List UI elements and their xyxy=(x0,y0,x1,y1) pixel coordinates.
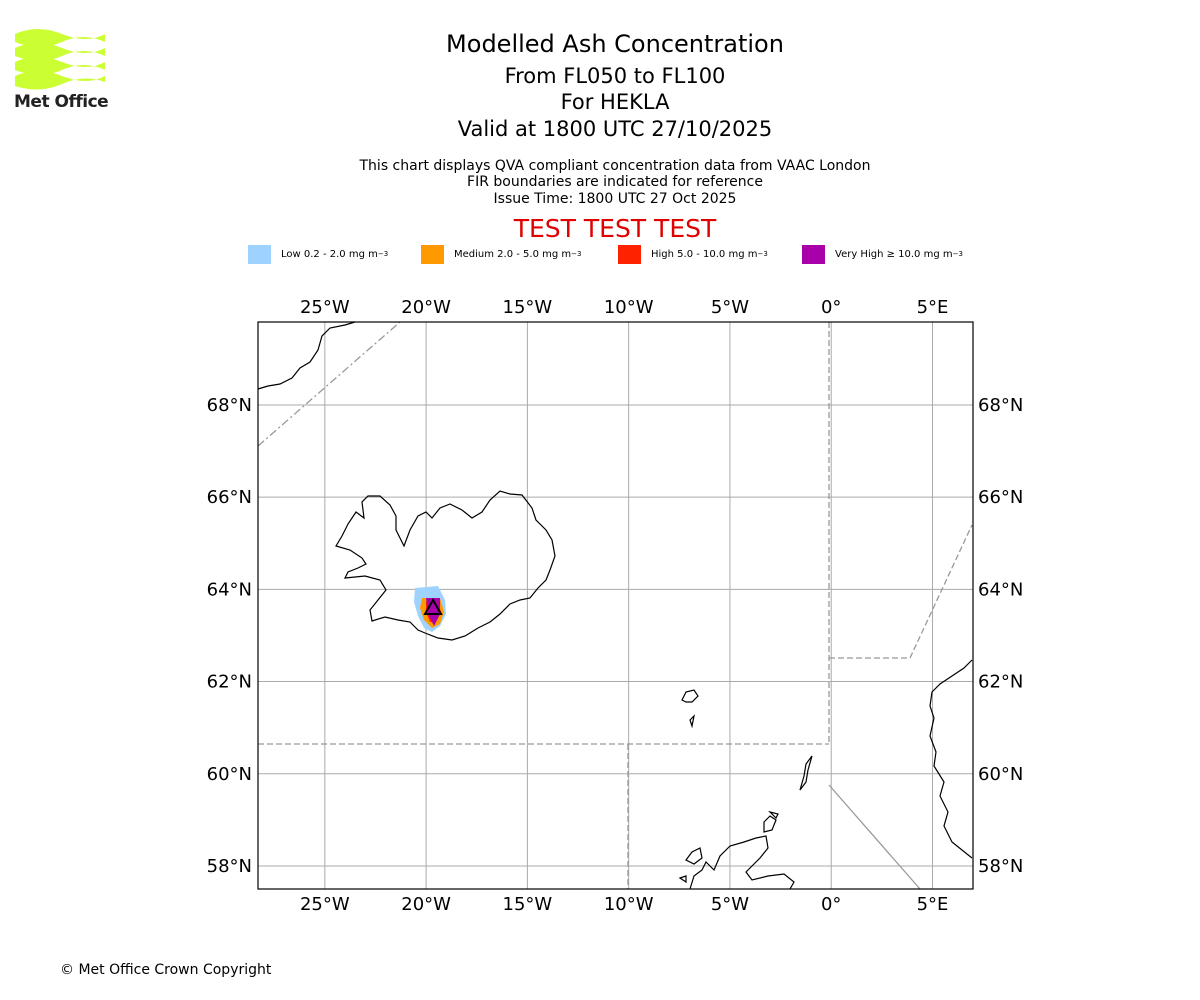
lon-label-top-1: 20°W xyxy=(401,297,451,318)
faroe-islands xyxy=(681,689,699,729)
lon-label-top-6: 5°E xyxy=(917,297,949,318)
lat-label-left-5: 68°N xyxy=(207,395,252,416)
lat-label-right-4: 66°N xyxy=(978,487,1023,508)
lat-label-left-4: 66°N xyxy=(207,487,252,508)
valid-time: Valid at 1800 UTC 27/10/2025 xyxy=(457,117,773,141)
lat-label-right-2: 62°N xyxy=(978,672,1023,693)
greenland-coast xyxy=(257,321,356,390)
logo-text: Met Office xyxy=(14,92,109,112)
lon-label-bottom-0: 25°W xyxy=(300,894,350,915)
legend-label-very-high: Very High ≥ 10.0 mg m xyxy=(835,248,953,260)
legend-label-low: Low 0.2 - 2.0 mg m xyxy=(281,248,378,260)
scotland-coast xyxy=(689,835,795,890)
lat-label-left-2: 62°N xyxy=(207,672,252,693)
flight-levels: From FL050 to FL100 xyxy=(504,64,726,88)
volcano-marker xyxy=(423,597,443,615)
lon-label-bottom-4: 5°W xyxy=(711,894,749,915)
lon-label-top-2: 15°W xyxy=(503,297,553,318)
copyright: © Met Office Crown Copyright xyxy=(60,962,272,978)
lon-label-top-3: 10°W xyxy=(604,297,654,318)
legend-item-high: High 5.0 - 10.0 mg m −3 xyxy=(618,244,768,264)
lat-label-left-3: 64°N xyxy=(207,579,252,600)
met-office-logo xyxy=(15,29,105,90)
legend-swatch-low xyxy=(248,244,271,264)
lat-label-left-1: 60°N xyxy=(207,764,252,785)
issue-time: Issue Time: 1800 UTC 27 Oct 2025 xyxy=(493,191,737,207)
lon-label-top-0: 25°W xyxy=(300,297,350,318)
legend-item-low: Low 0.2 - 2.0 mg m −3 xyxy=(248,244,388,264)
legend-swatch-medium xyxy=(421,244,444,264)
coastlines xyxy=(257,321,973,890)
lon-label-bottom-5: 0° xyxy=(821,894,841,915)
lon-label-bottom-1: 20°W xyxy=(401,894,451,915)
legend-swatch-very-high xyxy=(802,244,825,264)
ash-plume xyxy=(414,586,446,632)
volcano-name: For HEKLA xyxy=(560,90,670,114)
legend-label-high: High 5.0 - 10.0 mg m xyxy=(651,248,758,260)
lat-label-right-5: 68°N xyxy=(978,395,1023,416)
iceland-coast xyxy=(335,490,556,641)
lon-label-top-4: 5°W xyxy=(711,297,749,318)
fir-boundaries xyxy=(257,321,973,890)
fir-boundary-east xyxy=(829,524,973,659)
lat-label-right-3: 64°N xyxy=(978,579,1023,600)
legend-item-medium: Medium 2.0 - 5.0 mg m −3 xyxy=(421,244,581,264)
fir-note: FIR boundaries are indicated for referen… xyxy=(467,174,763,190)
lat-label-right-0: 58°N xyxy=(978,856,1023,877)
legend-label-medium: Medium 2.0 - 5.0 mg m xyxy=(454,248,572,260)
chart-title: Modelled Ash Concentration xyxy=(446,30,784,58)
norway-coast xyxy=(929,659,973,859)
legend-swatch-high xyxy=(618,244,641,264)
hebrides-coast xyxy=(678,847,703,884)
map-frame xyxy=(257,321,974,890)
map-gridlines xyxy=(258,322,973,889)
lon-label-bottom-3: 10°W xyxy=(604,894,654,915)
chart-note: This chart displays QVA compliant concen… xyxy=(359,158,871,174)
shetland-coast xyxy=(799,755,813,791)
lon-label-bottom-2: 15°W xyxy=(503,894,553,915)
lon-label-bottom-6: 5°E xyxy=(917,894,949,915)
lat-label-right-1: 60°N xyxy=(978,764,1023,785)
test-banner: TEST TEST TEST xyxy=(513,214,717,243)
legend-item-very-high: Very High ≥ 10.0 mg m −3 xyxy=(802,244,963,264)
lat-label-left-0: 58°N xyxy=(207,856,252,877)
orkney-coast xyxy=(763,810,779,833)
fir-boundary-southeast xyxy=(828,784,921,890)
map-tick-labels: 25°W 25°W 20°W 20°W 15°W 15°W 10°W 10°W 5°W 5°W 0°… xyxy=(207,297,1024,915)
lon-label-top-5: 0° xyxy=(821,297,841,318)
